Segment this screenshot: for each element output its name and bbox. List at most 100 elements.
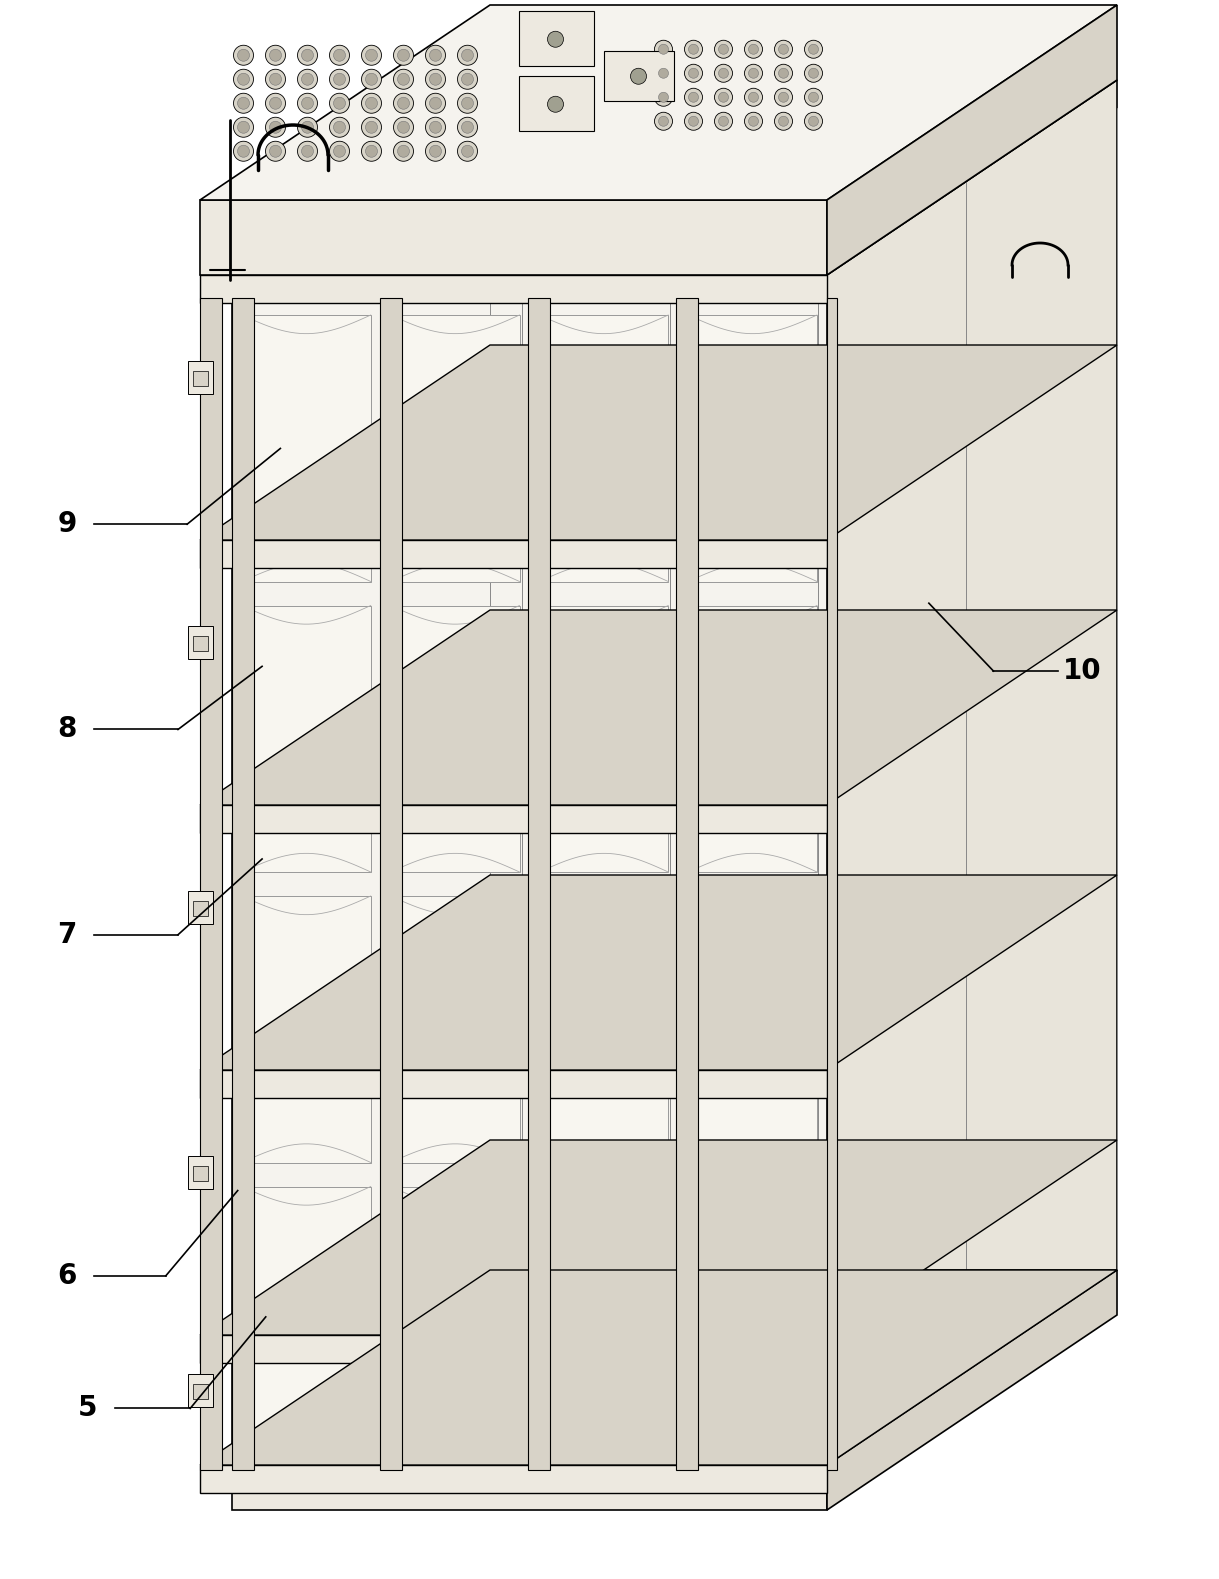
- Polygon shape: [826, 81, 1117, 1465]
- Circle shape: [234, 46, 254, 65]
- Circle shape: [394, 141, 413, 161]
- Circle shape: [779, 68, 789, 79]
- Circle shape: [689, 92, 698, 103]
- Circle shape: [748, 117, 758, 126]
- Circle shape: [366, 98, 378, 109]
- Polygon shape: [689, 314, 817, 581]
- Text: 10: 10: [1063, 657, 1102, 685]
- Polygon shape: [200, 275, 826, 303]
- Circle shape: [655, 88, 673, 106]
- Polygon shape: [540, 605, 668, 872]
- Circle shape: [269, 145, 282, 158]
- Circle shape: [462, 49, 473, 62]
- Text: 9: 9: [57, 510, 77, 538]
- Circle shape: [238, 145, 250, 158]
- Circle shape: [397, 145, 410, 158]
- Circle shape: [297, 46, 317, 65]
- Polygon shape: [518, 11, 594, 66]
- Text: 5: 5: [78, 1394, 98, 1423]
- Circle shape: [329, 117, 350, 137]
- Circle shape: [547, 32, 563, 47]
- Circle shape: [748, 44, 758, 54]
- Polygon shape: [380, 298, 402, 1470]
- Circle shape: [718, 44, 729, 54]
- Circle shape: [394, 93, 413, 114]
- Circle shape: [774, 39, 792, 58]
- Polygon shape: [200, 1334, 826, 1363]
- Circle shape: [425, 117, 445, 137]
- Polygon shape: [243, 605, 371, 872]
- Circle shape: [689, 44, 698, 54]
- Polygon shape: [232, 298, 254, 1470]
- Circle shape: [425, 141, 445, 161]
- Circle shape: [685, 39, 702, 58]
- Circle shape: [748, 68, 758, 79]
- Polygon shape: [200, 609, 1117, 805]
- Polygon shape: [540, 314, 668, 581]
- Circle shape: [334, 73, 345, 85]
- Polygon shape: [518, 76, 594, 131]
- Circle shape: [808, 68, 818, 79]
- Circle shape: [301, 73, 313, 85]
- Circle shape: [714, 88, 733, 106]
- Circle shape: [655, 112, 673, 129]
- Polygon shape: [188, 625, 213, 658]
- Circle shape: [266, 117, 285, 137]
- Circle shape: [808, 92, 818, 103]
- Circle shape: [630, 68, 646, 84]
- Circle shape: [297, 141, 317, 161]
- Circle shape: [457, 93, 478, 114]
- Circle shape: [457, 117, 478, 137]
- Circle shape: [462, 122, 473, 133]
- Circle shape: [425, 46, 445, 65]
- Circle shape: [658, 44, 668, 54]
- Circle shape: [745, 65, 763, 82]
- Text: 8: 8: [57, 715, 77, 744]
- Circle shape: [779, 117, 789, 126]
- Circle shape: [779, 92, 789, 103]
- Polygon shape: [188, 1156, 213, 1189]
- Circle shape: [429, 122, 441, 133]
- Polygon shape: [188, 362, 213, 393]
- Circle shape: [297, 93, 317, 114]
- Circle shape: [366, 145, 378, 158]
- Circle shape: [334, 98, 345, 109]
- Circle shape: [685, 112, 702, 129]
- Polygon shape: [200, 540, 826, 568]
- Circle shape: [658, 117, 668, 126]
- Polygon shape: [200, 201, 826, 275]
- Circle shape: [655, 39, 673, 58]
- Circle shape: [805, 112, 823, 129]
- Polygon shape: [200, 81, 1117, 275]
- Circle shape: [366, 73, 378, 85]
- Circle shape: [397, 98, 410, 109]
- Polygon shape: [200, 298, 222, 1470]
- Circle shape: [774, 65, 792, 82]
- Polygon shape: [540, 895, 668, 1162]
- Polygon shape: [243, 314, 371, 581]
- Circle shape: [366, 122, 378, 133]
- Circle shape: [301, 49, 313, 62]
- Polygon shape: [689, 895, 817, 1162]
- Circle shape: [301, 98, 313, 109]
- Circle shape: [238, 49, 250, 62]
- Polygon shape: [188, 1374, 213, 1407]
- Circle shape: [429, 49, 441, 62]
- Polygon shape: [200, 1140, 1117, 1334]
- Polygon shape: [528, 298, 550, 1470]
- Circle shape: [266, 141, 285, 161]
- Polygon shape: [193, 1165, 208, 1181]
- Polygon shape: [689, 605, 817, 872]
- Polygon shape: [193, 1383, 208, 1399]
- Polygon shape: [603, 51, 674, 101]
- Circle shape: [334, 49, 345, 62]
- Circle shape: [269, 73, 282, 85]
- Circle shape: [234, 117, 254, 137]
- Circle shape: [269, 98, 282, 109]
- Circle shape: [462, 98, 473, 109]
- Circle shape: [805, 39, 823, 58]
- Polygon shape: [200, 1465, 826, 1494]
- Circle shape: [394, 46, 413, 65]
- Polygon shape: [391, 895, 519, 1162]
- Circle shape: [658, 68, 668, 79]
